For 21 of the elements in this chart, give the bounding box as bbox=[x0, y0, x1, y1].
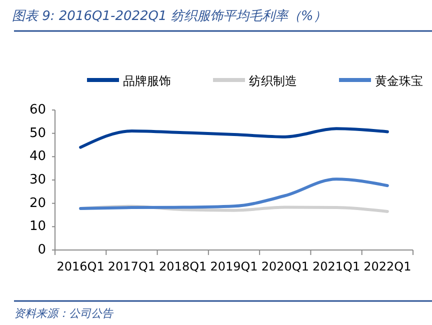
y-tick-label: 20 bbox=[29, 196, 46, 211]
chart-title: 图表 9: 2016Q1-2022Q1 纺织服饰平均毛利率（%） bbox=[12, 8, 326, 24]
legend-label: 品牌服饰 bbox=[123, 74, 171, 88]
x-tick-label: 2018Q1 bbox=[159, 260, 207, 274]
x-tick-label: 2017Q1 bbox=[108, 260, 156, 274]
x-tick-label: 2019Q1 bbox=[210, 260, 258, 274]
x-tick-label: 2022Q1 bbox=[364, 260, 412, 274]
y-tick-label: 40 bbox=[29, 149, 46, 164]
y-tick-label: 30 bbox=[29, 172, 46, 188]
line-series bbox=[79, 178, 389, 210]
legend-label: 纺织制造 bbox=[249, 74, 297, 88]
y-tick-label: 10 bbox=[29, 219, 46, 234]
x-tick-label: 2020Q1 bbox=[261, 260, 309, 274]
x-tick-label: 2021Q1 bbox=[312, 260, 360, 274]
y-tick-label: 60 bbox=[29, 102, 46, 118]
x-tick-label: 2016Q1 bbox=[56, 260, 104, 274]
text: 资料来源：公司公告 bbox=[14, 307, 114, 320]
y-tick-label: 0 bbox=[38, 242, 46, 258]
y-tick-label: 50 bbox=[29, 126, 46, 141]
legend-label: 黄金珠宝 bbox=[375, 74, 423, 88]
line-series bbox=[79, 127, 389, 149]
